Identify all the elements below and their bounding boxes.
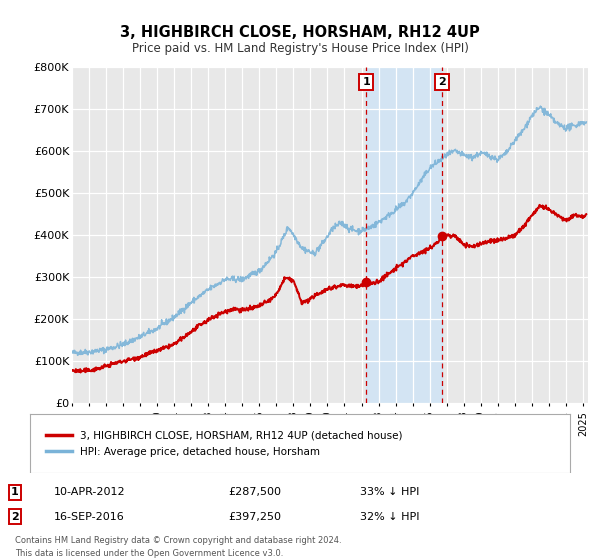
Text: 1: 1 (362, 77, 370, 87)
Text: 10-APR-2012: 10-APR-2012 (54, 487, 125, 497)
Text: This data is licensed under the Open Government Licence v3.0.: This data is licensed under the Open Gov… (15, 549, 283, 558)
Text: 2: 2 (438, 77, 446, 87)
Text: Price paid vs. HM Land Registry's House Price Index (HPI): Price paid vs. HM Land Registry's House … (131, 42, 469, 55)
Text: £397,250: £397,250 (228, 512, 281, 521)
Legend: 3, HIGHBIRCH CLOSE, HORSHAM, RH12 4UP (detached house), HPI: Average price, deta: 3, HIGHBIRCH CLOSE, HORSHAM, RH12 4UP (d… (41, 426, 408, 462)
Text: 33% ↓ HPI: 33% ↓ HPI (360, 487, 419, 497)
Text: 16-SEP-2016: 16-SEP-2016 (54, 512, 125, 521)
Text: 1: 1 (11, 487, 19, 497)
Text: 3, HIGHBIRCH CLOSE, HORSHAM, RH12 4UP: 3, HIGHBIRCH CLOSE, HORSHAM, RH12 4UP (120, 25, 480, 40)
Text: Contains HM Land Registry data © Crown copyright and database right 2024.: Contains HM Land Registry data © Crown c… (15, 536, 341, 545)
Text: 2: 2 (11, 512, 19, 521)
Text: 32% ↓ HPI: 32% ↓ HPI (360, 512, 419, 521)
Bar (366, 67, 442, 403)
Text: £287,500: £287,500 (228, 487, 281, 497)
